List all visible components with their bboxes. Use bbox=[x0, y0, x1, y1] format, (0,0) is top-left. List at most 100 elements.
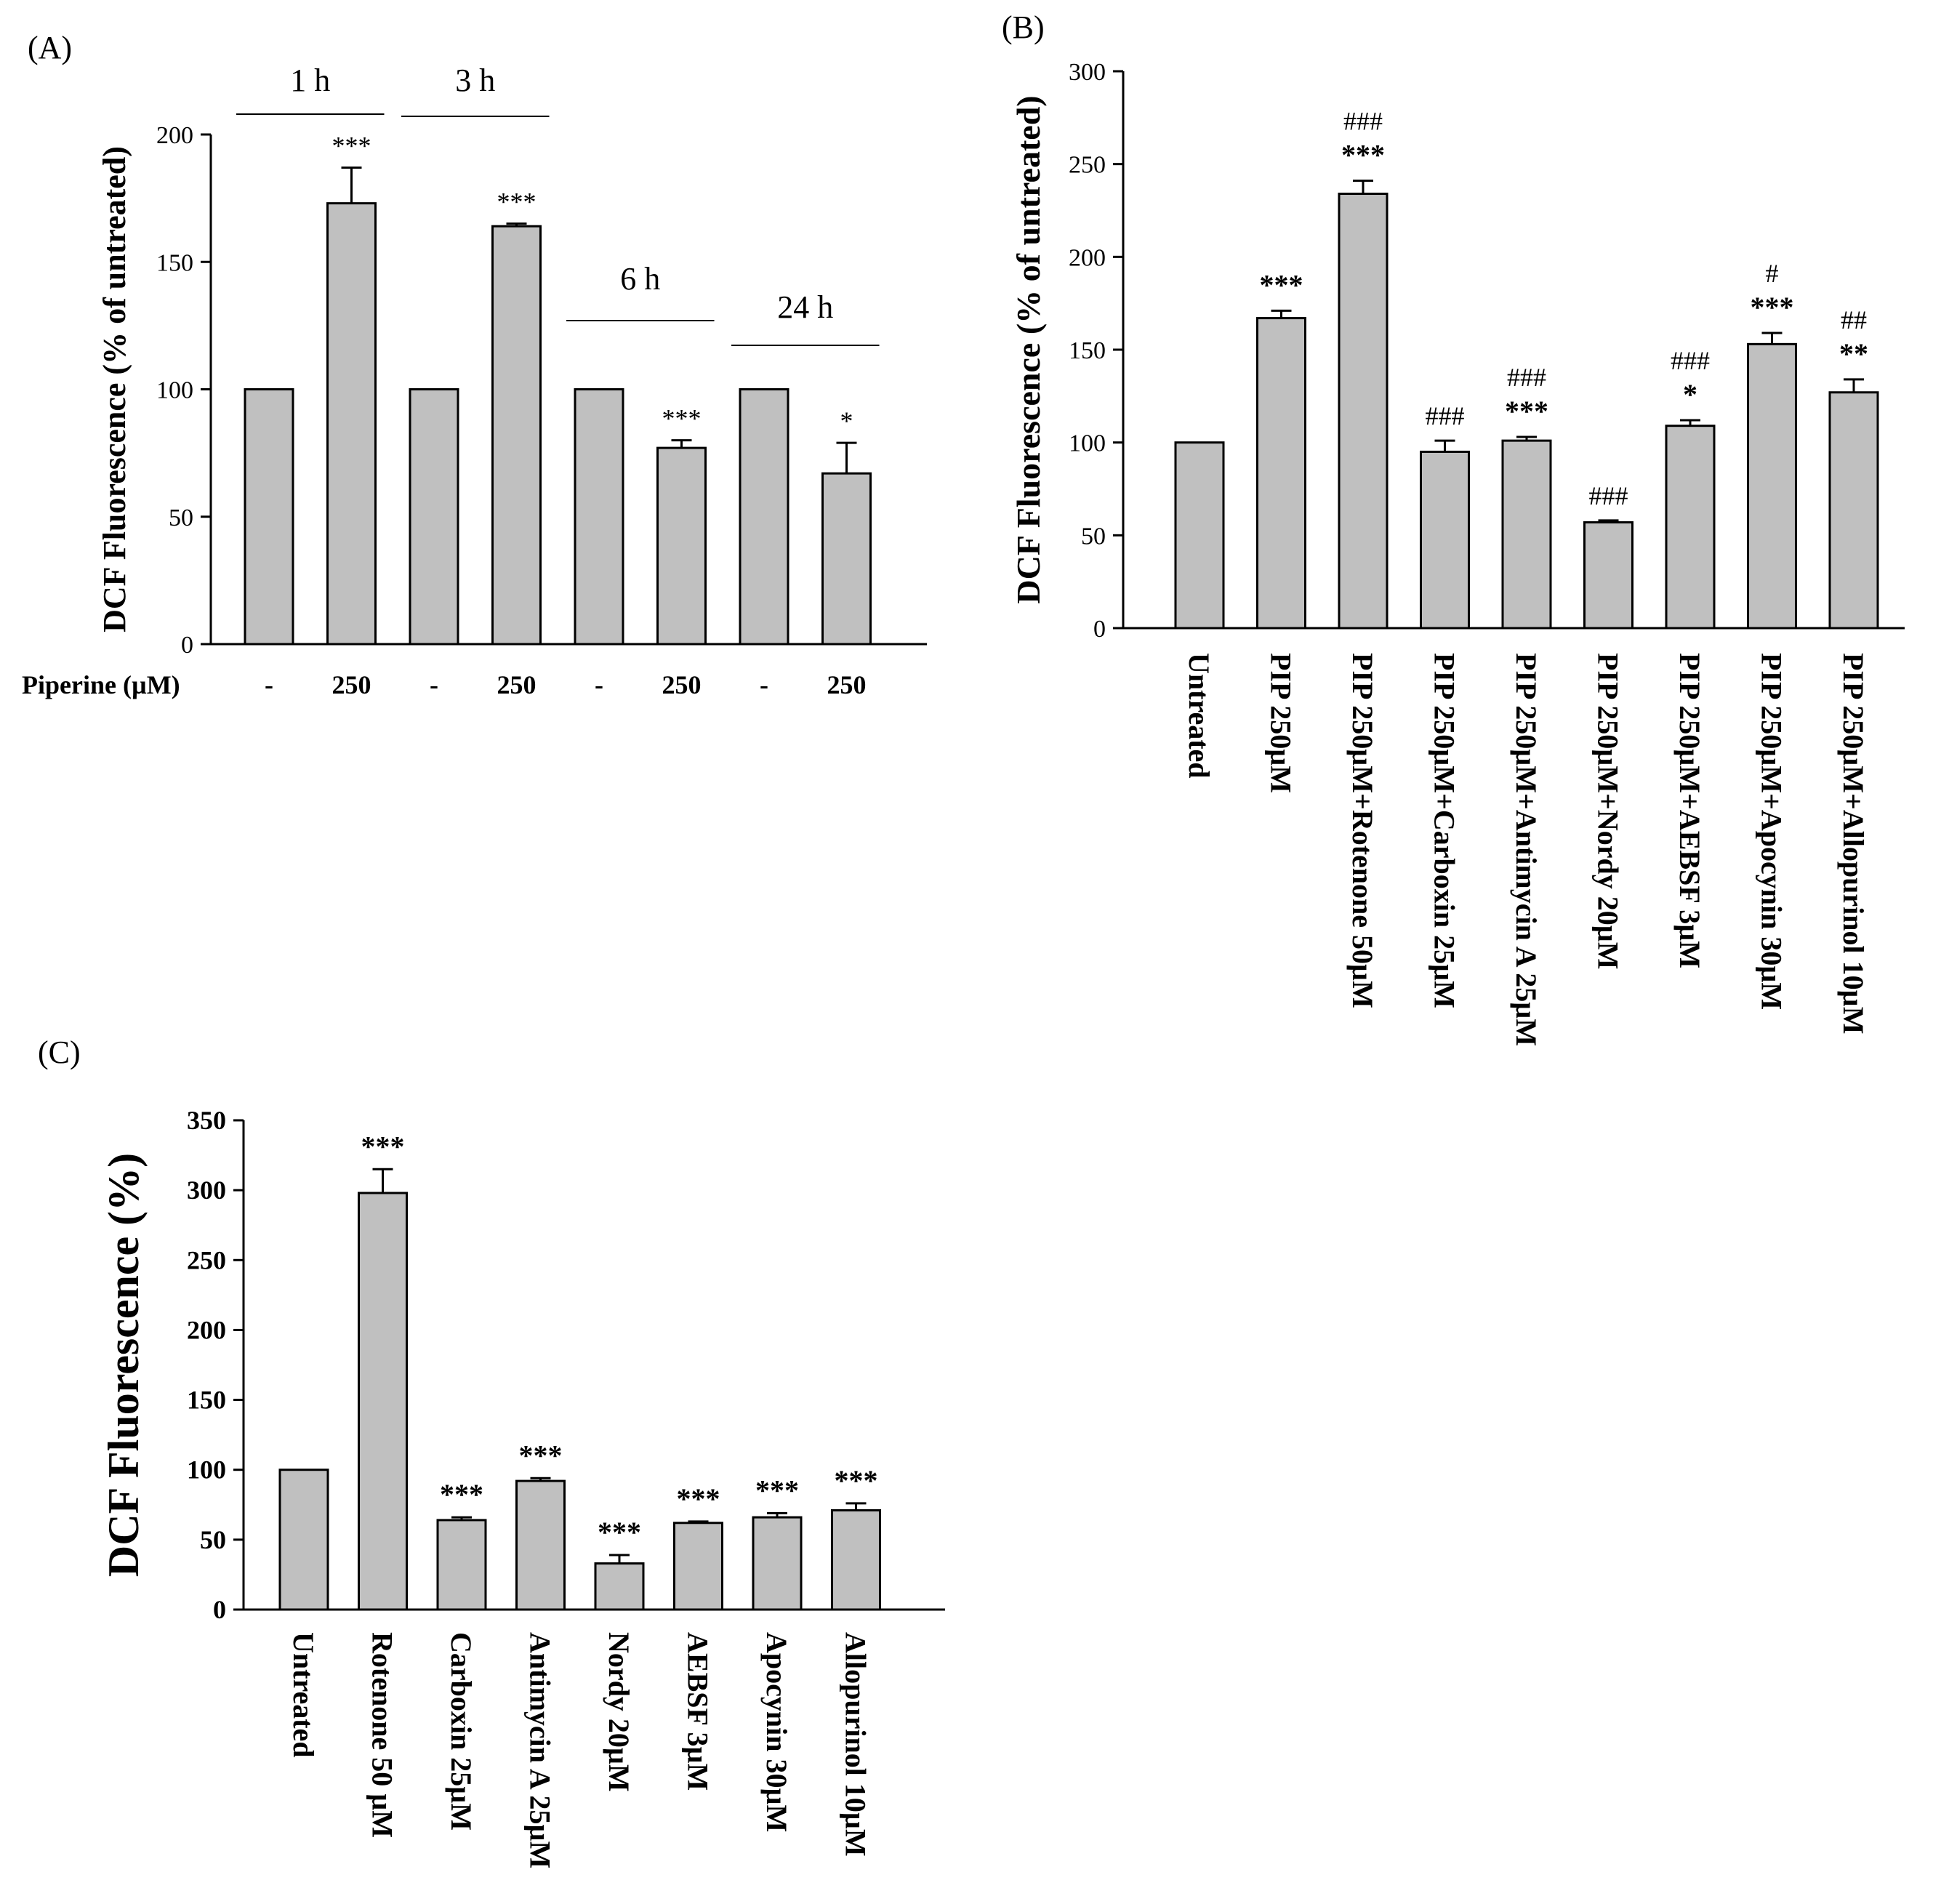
x-category-label: - bbox=[760, 670, 768, 699]
significance-label: *** bbox=[677, 1482, 720, 1515]
bar bbox=[1828, 391, 1879, 630]
bar bbox=[1338, 193, 1389, 630]
bar bbox=[358, 1192, 408, 1611]
hash-significance-label: ### bbox=[1426, 401, 1465, 430]
y-tick-label: 350 bbox=[187, 1106, 226, 1135]
y-tick-label: 0 bbox=[1093, 616, 1106, 643]
group-label: 24 h bbox=[777, 289, 833, 325]
x-category-label: PIP 250µM+Carboxin 25µM bbox=[1428, 653, 1461, 1008]
y-tick-label: 200 bbox=[187, 1315, 226, 1344]
bar bbox=[278, 1469, 329, 1611]
bar bbox=[491, 225, 542, 646]
x-category-label: 250 bbox=[827, 670, 867, 699]
y-tick-label: 300 bbox=[1069, 59, 1106, 86]
bar bbox=[831, 1509, 881, 1611]
x-category-label: Rotenone 50 µM bbox=[366, 1632, 399, 1838]
significance-label: *** bbox=[519, 1439, 563, 1471]
significance-label: * bbox=[1683, 378, 1697, 411]
x-category-label: PIP 250µM+Rotenone 50µM bbox=[1346, 653, 1379, 1008]
y-tick-label: 200 bbox=[1069, 244, 1106, 271]
x-category-label: Untreated bbox=[1183, 653, 1215, 779]
y-tick-label: 250 bbox=[1069, 152, 1106, 179]
significance-label: *** bbox=[440, 1478, 483, 1511]
y-tick-label: 0 bbox=[181, 632, 193, 659]
bar bbox=[1501, 439, 1552, 630]
bar bbox=[1174, 441, 1225, 630]
x-category-label: PIP 250µM+Antimycin A 25µM bbox=[1510, 653, 1543, 1046]
y-tick-label: 150 bbox=[187, 1386, 226, 1415]
chart-panel-b: 0 50 100 150 200 250 300 DCF Fluorescence (% of… bbox=[1010, 59, 1905, 1046]
bar bbox=[1747, 342, 1797, 630]
bar bbox=[1420, 450, 1470, 630]
y-tick-label: 250 bbox=[187, 1245, 226, 1274]
bar bbox=[1583, 521, 1633, 630]
y-tick-label: 150 bbox=[1069, 337, 1106, 364]
significance-label: *** bbox=[497, 188, 537, 217]
significance-label: *** bbox=[332, 132, 371, 161]
hash-significance-label: ### bbox=[1589, 481, 1628, 510]
x-category-label: - bbox=[430, 670, 438, 699]
x-category-label: Allopurinol 10µM bbox=[840, 1632, 872, 1857]
chart-panel-a: 0 50 100 150 200 DCF Fluorescence (% of untre… bbox=[22, 63, 927, 699]
x-category-label: PIP 250µM bbox=[1265, 653, 1298, 793]
bar bbox=[673, 1522, 723, 1611]
group-label: 1 h bbox=[290, 63, 330, 98]
panel-label-a: (A) bbox=[28, 30, 72, 65]
bar bbox=[656, 446, 707, 646]
panel-label-c: (C) bbox=[38, 1035, 81, 1070]
y-tick-label: 0 bbox=[213, 1595, 226, 1624]
y-tick-label: 100 bbox=[1069, 430, 1106, 457]
y-axis-title: DCF Fluorescence (% of untreated) bbox=[97, 146, 132, 632]
x-category-label: Antimycin A 25µM bbox=[524, 1632, 557, 1868]
significance-label: *** bbox=[361, 1130, 405, 1162]
x-category-label: 250 bbox=[497, 670, 537, 699]
hash-significance-label: ### bbox=[1507, 363, 1546, 392]
significance-label: * bbox=[840, 406, 853, 435]
bar bbox=[752, 1516, 803, 1611]
x-category-label: PIP 250µM+AEBSF 3µM bbox=[1673, 653, 1706, 968]
significance-label: *** bbox=[835, 1464, 878, 1497]
y-tick-label: 100 bbox=[187, 1455, 226, 1485]
bar bbox=[409, 388, 459, 646]
hash-significance-label: ## bbox=[1841, 305, 1867, 334]
x-category-label: 250 bbox=[662, 670, 702, 699]
chart-panel-c: 0 50 100 150 200 250 300 350 DCF Fluorescence (%… bbox=[100, 1106, 945, 1868]
bar bbox=[574, 388, 624, 646]
group-label: 6 h bbox=[620, 261, 660, 297]
x-category-label: 250 bbox=[332, 670, 371, 699]
x-category-label: PIP 250µM+Nordy 20µM bbox=[1592, 653, 1625, 970]
y-axis-title: DCF Fluorescence (%) bbox=[100, 1153, 148, 1577]
x-category-label: - bbox=[265, 670, 273, 699]
y-tick-label: 100 bbox=[156, 377, 193, 404]
y-axis-title: DCF Fluorescence (% of untreated) bbox=[1010, 95, 1047, 603]
group-label: 3 h bbox=[455, 63, 495, 98]
y-tick-label: 50 bbox=[200, 1525, 226, 1554]
y-tick-label: 300 bbox=[187, 1176, 226, 1205]
y-tick-label: 50 bbox=[1081, 523, 1106, 550]
hash-significance-label: ### bbox=[1671, 346, 1710, 375]
bar bbox=[244, 388, 294, 646]
y-tick-label: 50 bbox=[169, 505, 193, 531]
bar bbox=[326, 202, 377, 646]
bar bbox=[436, 1519, 487, 1611]
x-category-label: Carboxin 25µM bbox=[445, 1632, 478, 1831]
bar bbox=[594, 1562, 645, 1611]
hash-significance-label: ### bbox=[1343, 107, 1383, 136]
x-category-label: - bbox=[595, 670, 603, 699]
significance-label: *** bbox=[1751, 291, 1794, 324]
x-category-label: PIP 250µM+Apocynin 30µM bbox=[1756, 653, 1788, 1010]
x-category-label: Nordy 20µM bbox=[603, 1632, 635, 1792]
hash-significance-label: # bbox=[1766, 259, 1779, 288]
significance-label: *** bbox=[755, 1474, 799, 1506]
significance-label: *** bbox=[598, 1516, 641, 1548]
bar bbox=[1256, 317, 1306, 630]
significance-label: *** bbox=[1260, 268, 1303, 301]
significance-label: *** bbox=[1505, 395, 1548, 427]
panel-label-b: (B) bbox=[1002, 9, 1045, 45]
significance-label: *** bbox=[1341, 139, 1385, 172]
y-tick-label: 200 bbox=[156, 122, 193, 149]
bar bbox=[1665, 425, 1716, 630]
y-tick-label: 150 bbox=[156, 249, 193, 276]
x-category-label: PIP 250µM+Allopurinol 10µM bbox=[1837, 653, 1870, 1034]
